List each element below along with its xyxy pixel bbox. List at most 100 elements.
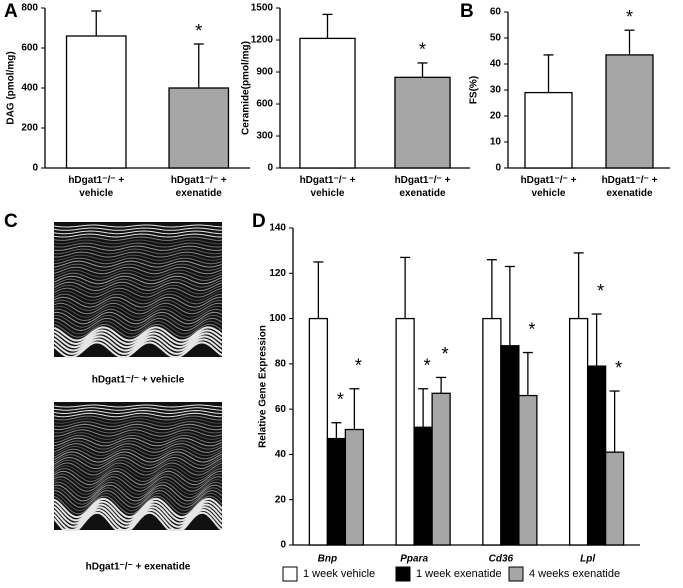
echo-trace	[53, 233, 222, 238]
echo-trace	[53, 293, 223, 305]
echo-trace	[54, 314, 223, 328]
echo-trace	[53, 448, 223, 460]
significance-mark: *	[615, 358, 622, 378]
bar	[326, 437, 347, 546]
echo-trace	[53, 329, 223, 345]
echo-trace	[53, 426, 223, 434]
x-tick-label: hDgat1⁻/⁻ + exenatide	[170, 175, 227, 199]
legend-swatch	[508, 566, 524, 582]
echo-trace	[53, 332, 223, 349]
bar	[344, 428, 365, 546]
legend-swatch	[282, 566, 298, 582]
echo-trace	[53, 492, 223, 512]
echo-trace	[53, 490, 223, 508]
y-tick-label: 400	[21, 83, 38, 94]
x-tick-label: hDgat1⁻/⁻ + vehicle	[299, 175, 356, 199]
y-tick-label: 900	[256, 67, 273, 78]
echo-trace	[53, 443, 223, 453]
legend-label: 4 weeks exenatide	[529, 568, 620, 580]
echo-trace	[53, 470, 223, 486]
echo-trace	[53, 341, 223, 359]
y-tick-label: 20	[490, 111, 502, 122]
significance-mark: *	[337, 389, 344, 409]
echo-trace	[53, 434, 223, 444]
bar	[568, 317, 589, 546]
x-tick-label: Ppara	[400, 554, 428, 565]
echo-trace	[53, 481, 223, 499]
bar	[65, 35, 127, 169]
y-tick-label: 60	[490, 7, 502, 18]
y-tick-label: 600	[256, 99, 273, 110]
echo-trace	[53, 266, 223, 275]
bar	[482, 317, 502, 546]
y-tick-label: 80	[275, 358, 287, 369]
x-tick-label: hDgat1⁻/⁻ + vehicle	[68, 175, 125, 199]
y-tick-label: 600	[21, 43, 38, 54]
echo-trace	[53, 299, 223, 312]
echo-trace	[53, 407, 223, 411]
echo-trace	[53, 440, 223, 450]
echo-trace	[53, 224, 223, 228]
echo-trace	[53, 260, 223, 268]
bar	[524, 91, 573, 169]
image-caption: hDgat1⁻/⁻ + exenatide	[86, 562, 191, 573]
echo-trace	[53, 248, 223, 255]
significance-mark: *	[597, 281, 604, 301]
echo-trace	[53, 254, 223, 261]
y-tick-label: 50	[490, 33, 502, 44]
x-tick-label-box: hDgat1⁻/⁻ + vehicle	[299, 175, 356, 199]
bar	[394, 76, 451, 169]
echo-trace	[53, 487, 223, 505]
echo-trace	[53, 462, 223, 476]
y-tick-label: 40	[490, 59, 502, 70]
x-tick-label: hDgat1⁻/⁻ + exenatide	[601, 175, 658, 199]
y-tick-label: 200	[21, 123, 38, 134]
bar	[395, 317, 415, 546]
echo-trace	[53, 230, 223, 235]
echo-trace	[53, 456, 223, 470]
echo-image	[53, 402, 223, 532]
y-tick-label: 0	[280, 540, 286, 551]
y-tick-label: 120	[269, 268, 286, 279]
panel-label: C	[4, 211, 18, 232]
echo-trace	[53, 459, 223, 473]
echo-trace	[53, 415, 223, 421]
echo-trace	[53, 323, 223, 338]
bar	[500, 345, 520, 546]
bar	[605, 54, 654, 169]
echo-trace	[53, 317, 223, 332]
echo-trace	[53, 305, 223, 318]
bar	[413, 426, 433, 546]
significance-mark: *	[355, 356, 362, 376]
bar	[586, 365, 607, 546]
y-tick-label: 40	[275, 449, 287, 460]
echo-trace	[53, 320, 223, 335]
echo-trace	[53, 478, 223, 496]
y-tick-label: 20	[275, 494, 287, 505]
echo-trace	[53, 495, 223, 515]
image-caption: hDgat1⁻/⁻ + vehicle	[92, 375, 185, 386]
y-axis-label: Ceramide(pmol/mg)	[241, 41, 252, 135]
significance-mark: *	[195, 21, 202, 41]
bar	[299, 37, 356, 169]
x-tick-label: hDgat1⁻/⁻ + exenatide	[394, 175, 451, 199]
echo-trace	[53, 409, 223, 415]
echo-image	[53, 222, 223, 359]
echo-trace	[53, 245, 223, 251]
x-tick-label: Bnp	[318, 554, 337, 565]
echo-trace	[54, 251, 223, 258]
echo-trace	[53, 236, 223, 241]
echo-trace	[53, 500, 223, 522]
bar	[431, 392, 451, 546]
y-tick-label: 10	[490, 137, 502, 148]
echo-trace	[53, 476, 223, 492]
echo-trace	[53, 432, 223, 440]
echo-trace	[53, 239, 223, 245]
y-axis-label: FS(%)	[469, 76, 480, 104]
echo-trace	[54, 429, 223, 437]
bar	[168, 87, 230, 169]
x-tick-label-box: hDgat1⁻/⁻ + exenatide	[170, 175, 227, 199]
y-tick-label: 0	[32, 163, 38, 174]
y-tick-label: 100	[269, 313, 286, 324]
